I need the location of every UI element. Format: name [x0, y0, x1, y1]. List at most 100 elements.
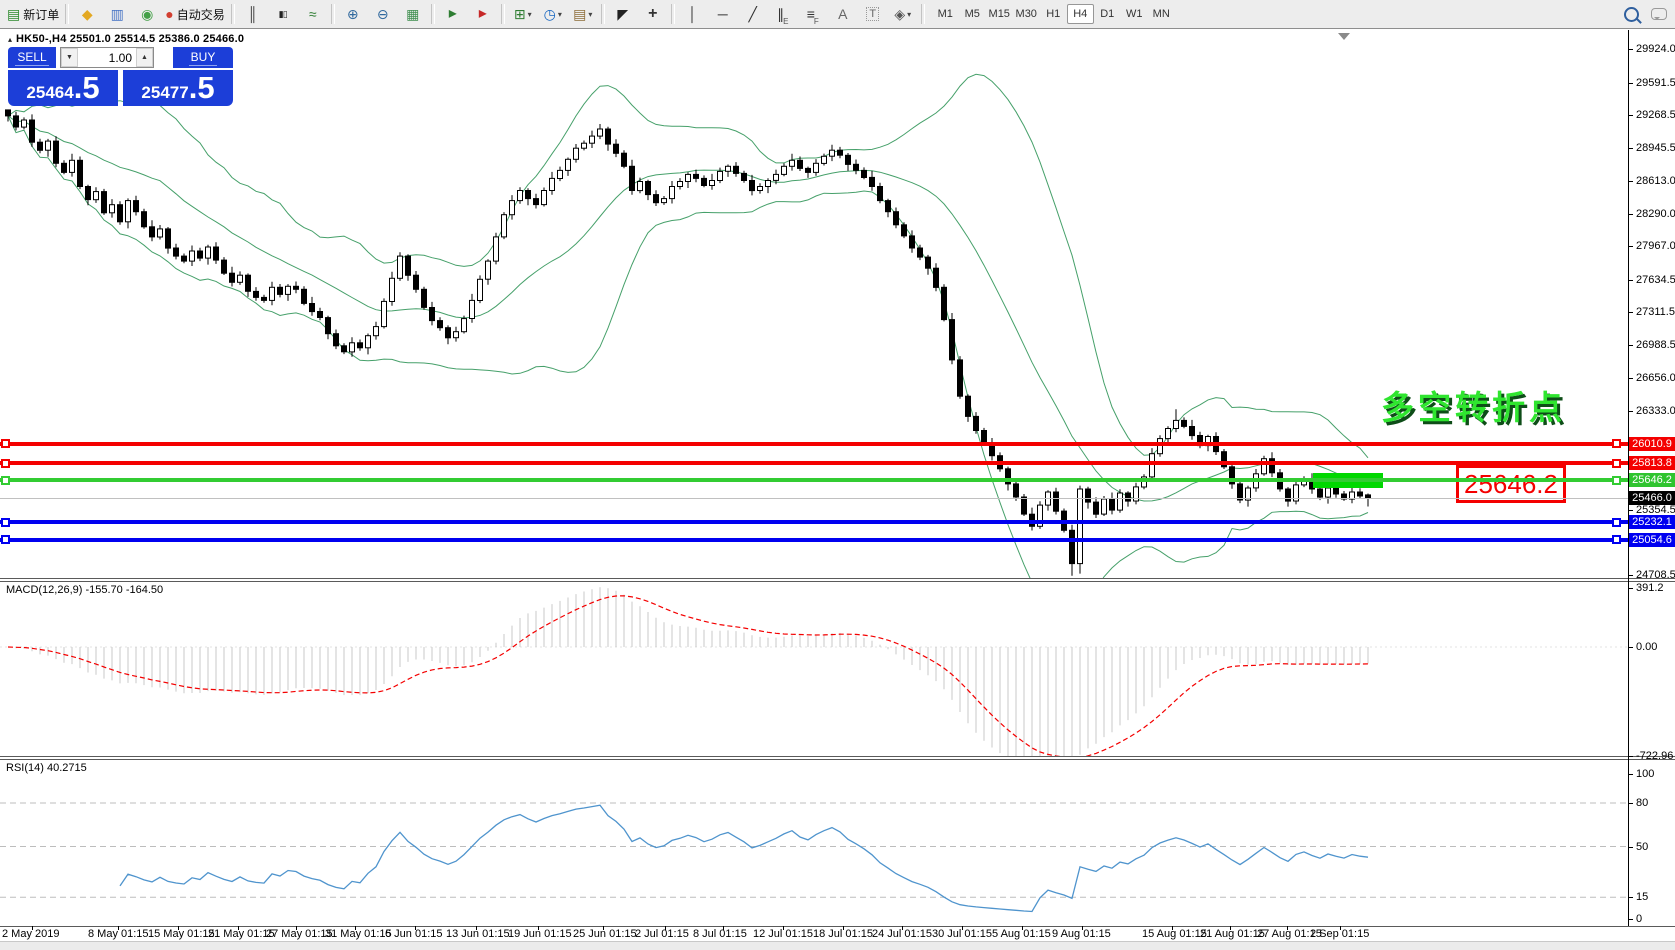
tile-windows-icon[interactable]: ▦ — [398, 2, 428, 26]
buy-button[interactable]: BUY — [173, 47, 233, 68]
auto-trading-button-glyph: ● — [165, 6, 174, 22]
macd-panel-surface[interactable] — [0, 580, 1628, 756]
main-chart-surface[interactable] — [0, 30, 1628, 578]
panel-separator[interactable] — [0, 578, 1675, 579]
panel-separator[interactable] — [0, 759, 1675, 760]
price-axis-label: 24708.5 — [1636, 569, 1675, 581]
chart-annotation-text[interactable]: 多空转折点 — [1381, 389, 1566, 426]
timeframe-m30[interactable]: M30 — [1015, 8, 1037, 20]
price-axis-tick — [1629, 115, 1633, 116]
volume-decrease-button[interactable]: ▼ — [61, 48, 78, 67]
line-end-marker — [1, 439, 10, 448]
price-axis-label: 28290.0 — [1636, 208, 1675, 220]
price-callout-label[interactable]: 25646.2 — [1456, 465, 1566, 503]
horizontal-line-icon[interactable]: ─ — [708, 2, 738, 26]
price-axis-badge: 25232.1 — [1629, 515, 1675, 529]
equidistant-channel-icon[interactable]: ∥ E — [777, 6, 789, 26]
price-level-line[interactable] — [0, 442, 1628, 446]
search-symbols-button[interactable] — [1619, 2, 1643, 26]
zoom-in-icon-glyph: ⊕ — [346, 6, 359, 22]
price-level-line[interactable] — [0, 520, 1628, 524]
time-axis-label: 12 Jul 01:15 — [753, 928, 813, 940]
toolbar-separator — [330, 4, 335, 24]
cursor-icon-glyph: ◤ — [617, 6, 629, 22]
rsi-axis-tick — [1629, 803, 1633, 804]
time-axis[interactable]: 2 May 2019 8 May 01:15 15 May 01:15 21 May … — [0, 926, 1675, 941]
zoom-out-icon-glyph: ⊖ — [376, 6, 389, 22]
line-chart-icon[interactable]: ≈ — [298, 2, 328, 26]
volume-input[interactable] — [78, 48, 136, 67]
timeframe-mn[interactable]: MN — [1152, 8, 1170, 20]
price-level-line[interactable] — [0, 538, 1628, 542]
time-axis-label: 18 Jul 01:15 — [813, 928, 873, 940]
trendline-icon[interactable]: ╱ — [738, 2, 768, 26]
zoom-in-icon[interactable]: ⊕ — [338, 2, 368, 26]
one-click-trading-panel: SELL ▼ ▲ BUY 25464.5 25477.5 — [8, 47, 233, 106]
sell-button-label: SELL — [15, 49, 49, 66]
candlestick-chart-icon[interactable]: ▮▯ — [268, 2, 298, 26]
timeframe-m15[interactable]: M15 — [988, 8, 1010, 20]
time-axis-label: 2 Sep 01:15 — [1310, 928, 1370, 940]
time-axis-tick — [476, 926, 477, 930]
timeframe-h4[interactable]: H4 — [1066, 4, 1094, 24]
data-window-icon-glyph: ▥ — [110, 6, 124, 22]
rsi-panel-surface[interactable] — [0, 758, 1628, 926]
panel-separator[interactable] — [0, 756, 1675, 757]
metaquotes-icon[interactable]: ◆ — [72, 2, 102, 26]
time-axis-label: 25 Jun 01:15 — [573, 928, 637, 940]
panel-separator[interactable] — [0, 581, 1675, 582]
zoom-out-icon[interactable]: ⊖ — [368, 2, 398, 26]
timeframe-d1[interactable]: D1 — [1100, 8, 1115, 20]
timeframe-w1[interactable]: W1 — [1125, 8, 1143, 20]
time-axis-tick — [1022, 926, 1023, 930]
text-icon[interactable]: A — [828, 2, 858, 26]
window-bottom-strip — [0, 941, 1675, 950]
chart-shift-marker[interactable] — [1338, 33, 1350, 46]
crosshair-icon[interactable]: + — [638, 2, 668, 26]
price-axis-badge: 25813.8 — [1629, 456, 1675, 470]
macd-axis-tick — [1629, 588, 1633, 589]
sell-button[interactable]: SELL — [8, 47, 56, 68]
chat-button[interactable] — [1647, 2, 1671, 26]
trade-panel-collapse-icon[interactable]: ▴ — [8, 34, 13, 44]
timeframe-m5[interactable]: M5 — [964, 8, 980, 20]
rsi-axis-label: 15 — [1636, 891, 1649, 903]
sell-price[interactable]: 25464.5 — [8, 70, 118, 106]
data-window-icon[interactable]: ▥ — [102, 2, 132, 26]
time-axis-tick — [355, 926, 356, 930]
fibonacci-icon[interactable]: ≡ F — [806, 6, 819, 26]
price-axis-label: 26333.0 — [1636, 405, 1675, 417]
buy-price[interactable]: 25477.5 — [123, 70, 233, 106]
auto-trading-button[interactable]: ● 自动交易 — [165, 6, 225, 22]
time-axis-tick — [783, 926, 784, 930]
chat-icon — [1651, 8, 1667, 20]
cursor-icon[interactable]: ◤ — [608, 2, 638, 26]
text-label-icon[interactable]: T — [858, 2, 888, 26]
timeframe-h1[interactable]: H1 — [1046, 8, 1061, 20]
shapes-button[interactable]: ◈ ▾ — [894, 6, 912, 22]
periods-button[interactable]: ◷ ▾ — [543, 6, 562, 22]
signals-icon[interactable]: ◉ — [132, 2, 162, 26]
time-axis-tick — [296, 926, 297, 930]
bar-chart-icon[interactable]: ║ — [238, 2, 268, 26]
time-axis-tick — [962, 926, 963, 930]
time-axis-tick — [1082, 926, 1083, 930]
vertical-line-icon[interactable]: │ — [678, 2, 708, 26]
price-level-line[interactable] — [0, 461, 1628, 465]
templates-button[interactable]: ▤ ▾ — [573, 6, 593, 22]
macd-axis-tick — [1629, 647, 1633, 648]
time-axis-tick — [1340, 926, 1341, 930]
new-order-button[interactable]: ▤ 新订单 — [7, 6, 60, 22]
rsi-axis-tick — [1629, 919, 1633, 920]
price-level-line[interactable] — [0, 478, 1628, 482]
time-axis-label: 5 Aug 01:15 — [992, 928, 1051, 940]
chart-shift-icon-glyph: ▸ — [478, 5, 487, 22]
chart-header: ▴ HK50-,H4 25501.0 25514.5 25386.0 25466… — [8, 33, 244, 45]
price-axis-tick — [1629, 49, 1633, 50]
timeframe-m1[interactable]: M1 — [937, 8, 953, 20]
new-chart-button[interactable]: ⊞ ▾ — [513, 6, 532, 22]
price-axis-badge: 25646.2 — [1629, 473, 1675, 487]
auto-scroll-icon[interactable]: ▸ — [438, 2, 468, 26]
chart-shift-icon[interactable]: ▸ — [468, 2, 498, 26]
volume-increase-button[interactable]: ▲ — [136, 48, 153, 67]
